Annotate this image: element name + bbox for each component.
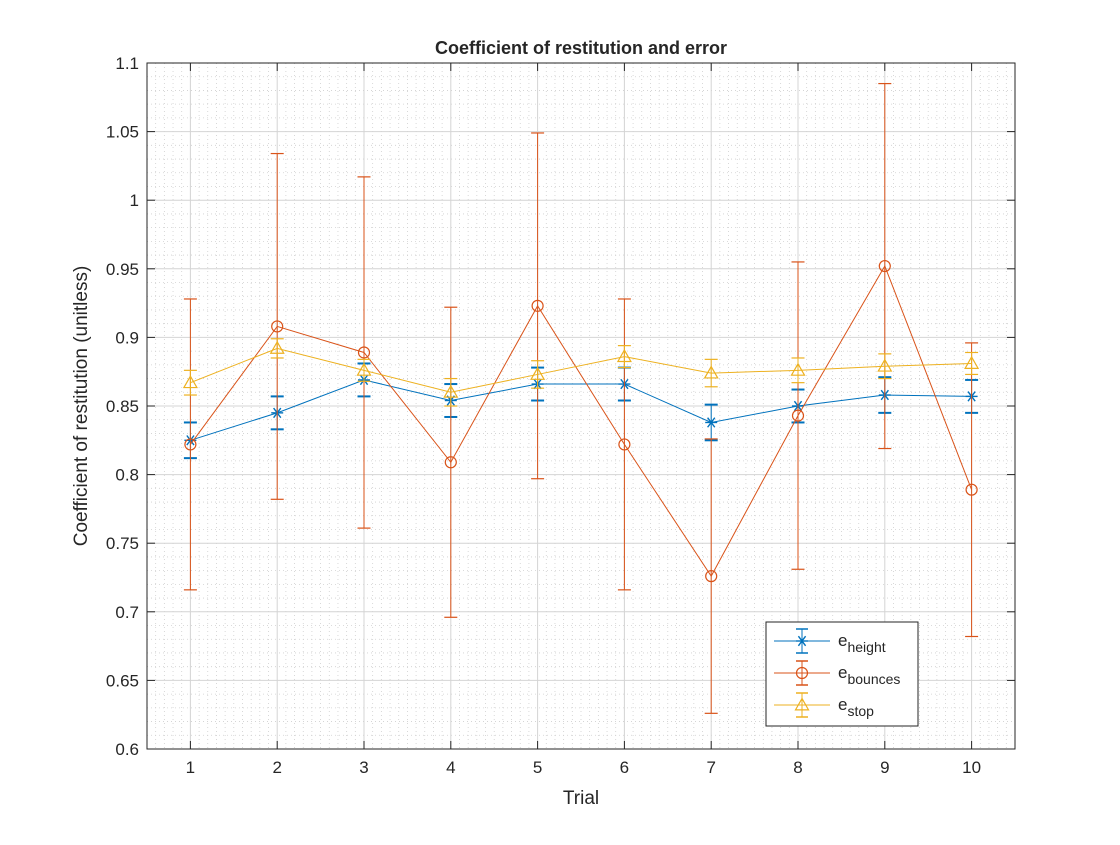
y-tick-label: 0.75 xyxy=(106,534,139,553)
legend-marker xyxy=(796,635,808,647)
ticks xyxy=(147,62,1015,750)
data-point xyxy=(705,417,718,428)
data-point xyxy=(705,570,718,583)
data-point xyxy=(444,456,457,469)
legend-marker xyxy=(795,666,809,680)
data-point xyxy=(443,384,459,398)
data-point xyxy=(878,259,891,273)
x-tick-label: 3 xyxy=(359,758,368,777)
x-tick-label: 7 xyxy=(706,758,715,777)
y-tick-label: 0.6 xyxy=(115,740,139,759)
y-tick-label: 0.95 xyxy=(106,260,139,279)
y-tick-label: 0.85 xyxy=(106,397,139,416)
chart-title: Coefficient of restitution and error xyxy=(435,38,727,58)
y-tick-label: 0.9 xyxy=(115,328,139,347)
x-tick-label: 1 xyxy=(186,758,195,777)
data-point xyxy=(356,362,372,376)
data-point xyxy=(182,374,198,389)
y-tick-label: 0.8 xyxy=(115,466,139,485)
x-tick-label: 5 xyxy=(533,758,542,777)
series-line xyxy=(189,264,973,578)
series-layer xyxy=(182,82,980,714)
x-tick-label: 10 xyxy=(962,758,981,777)
y-tick-label: 1.05 xyxy=(106,123,139,142)
y-tick-label: 0.65 xyxy=(106,671,139,690)
data-point xyxy=(618,438,631,451)
data-point xyxy=(269,340,285,354)
data-point xyxy=(530,366,546,380)
data-point xyxy=(184,438,197,451)
series-line xyxy=(190,347,972,393)
data-point xyxy=(357,346,371,359)
tick-labels: 0.6 0.65 0.7 0.75 0.8 0.85 0.9 0.95 1 1.05 1.1 1 2 3 4… xyxy=(106,54,981,777)
data-point xyxy=(531,299,544,312)
minor-grid xyxy=(147,63,1015,749)
legend-box xyxy=(765,621,919,727)
data-point xyxy=(791,409,805,422)
data-point xyxy=(616,348,632,363)
marker-stroke xyxy=(797,635,807,647)
data-point xyxy=(877,358,893,372)
y-axis-label: Coefficient of restitution (unitless) xyxy=(71,266,92,547)
legend-marker xyxy=(794,697,810,711)
x-axis-label: Trial xyxy=(563,788,599,809)
y-tick-label: 1 xyxy=(130,191,139,210)
x-tick-label: 9 xyxy=(880,758,889,777)
data-point xyxy=(964,355,980,369)
y-tick-label: 1.1 xyxy=(115,54,139,73)
series-bounces xyxy=(183,82,979,714)
x-tick-label: 4 xyxy=(446,758,455,777)
series-line xyxy=(190,379,972,441)
data-point xyxy=(790,362,806,376)
x-tick-label: 6 xyxy=(620,758,629,777)
data-point xyxy=(271,320,284,333)
series-stop xyxy=(182,338,980,407)
x-tick-label: 8 xyxy=(793,758,802,777)
y-tick-label: 0.7 xyxy=(115,603,139,622)
data-point xyxy=(965,483,978,496)
x-tick-label: 2 xyxy=(272,758,281,777)
data-point xyxy=(703,365,719,379)
marker-stroke xyxy=(707,417,716,428)
